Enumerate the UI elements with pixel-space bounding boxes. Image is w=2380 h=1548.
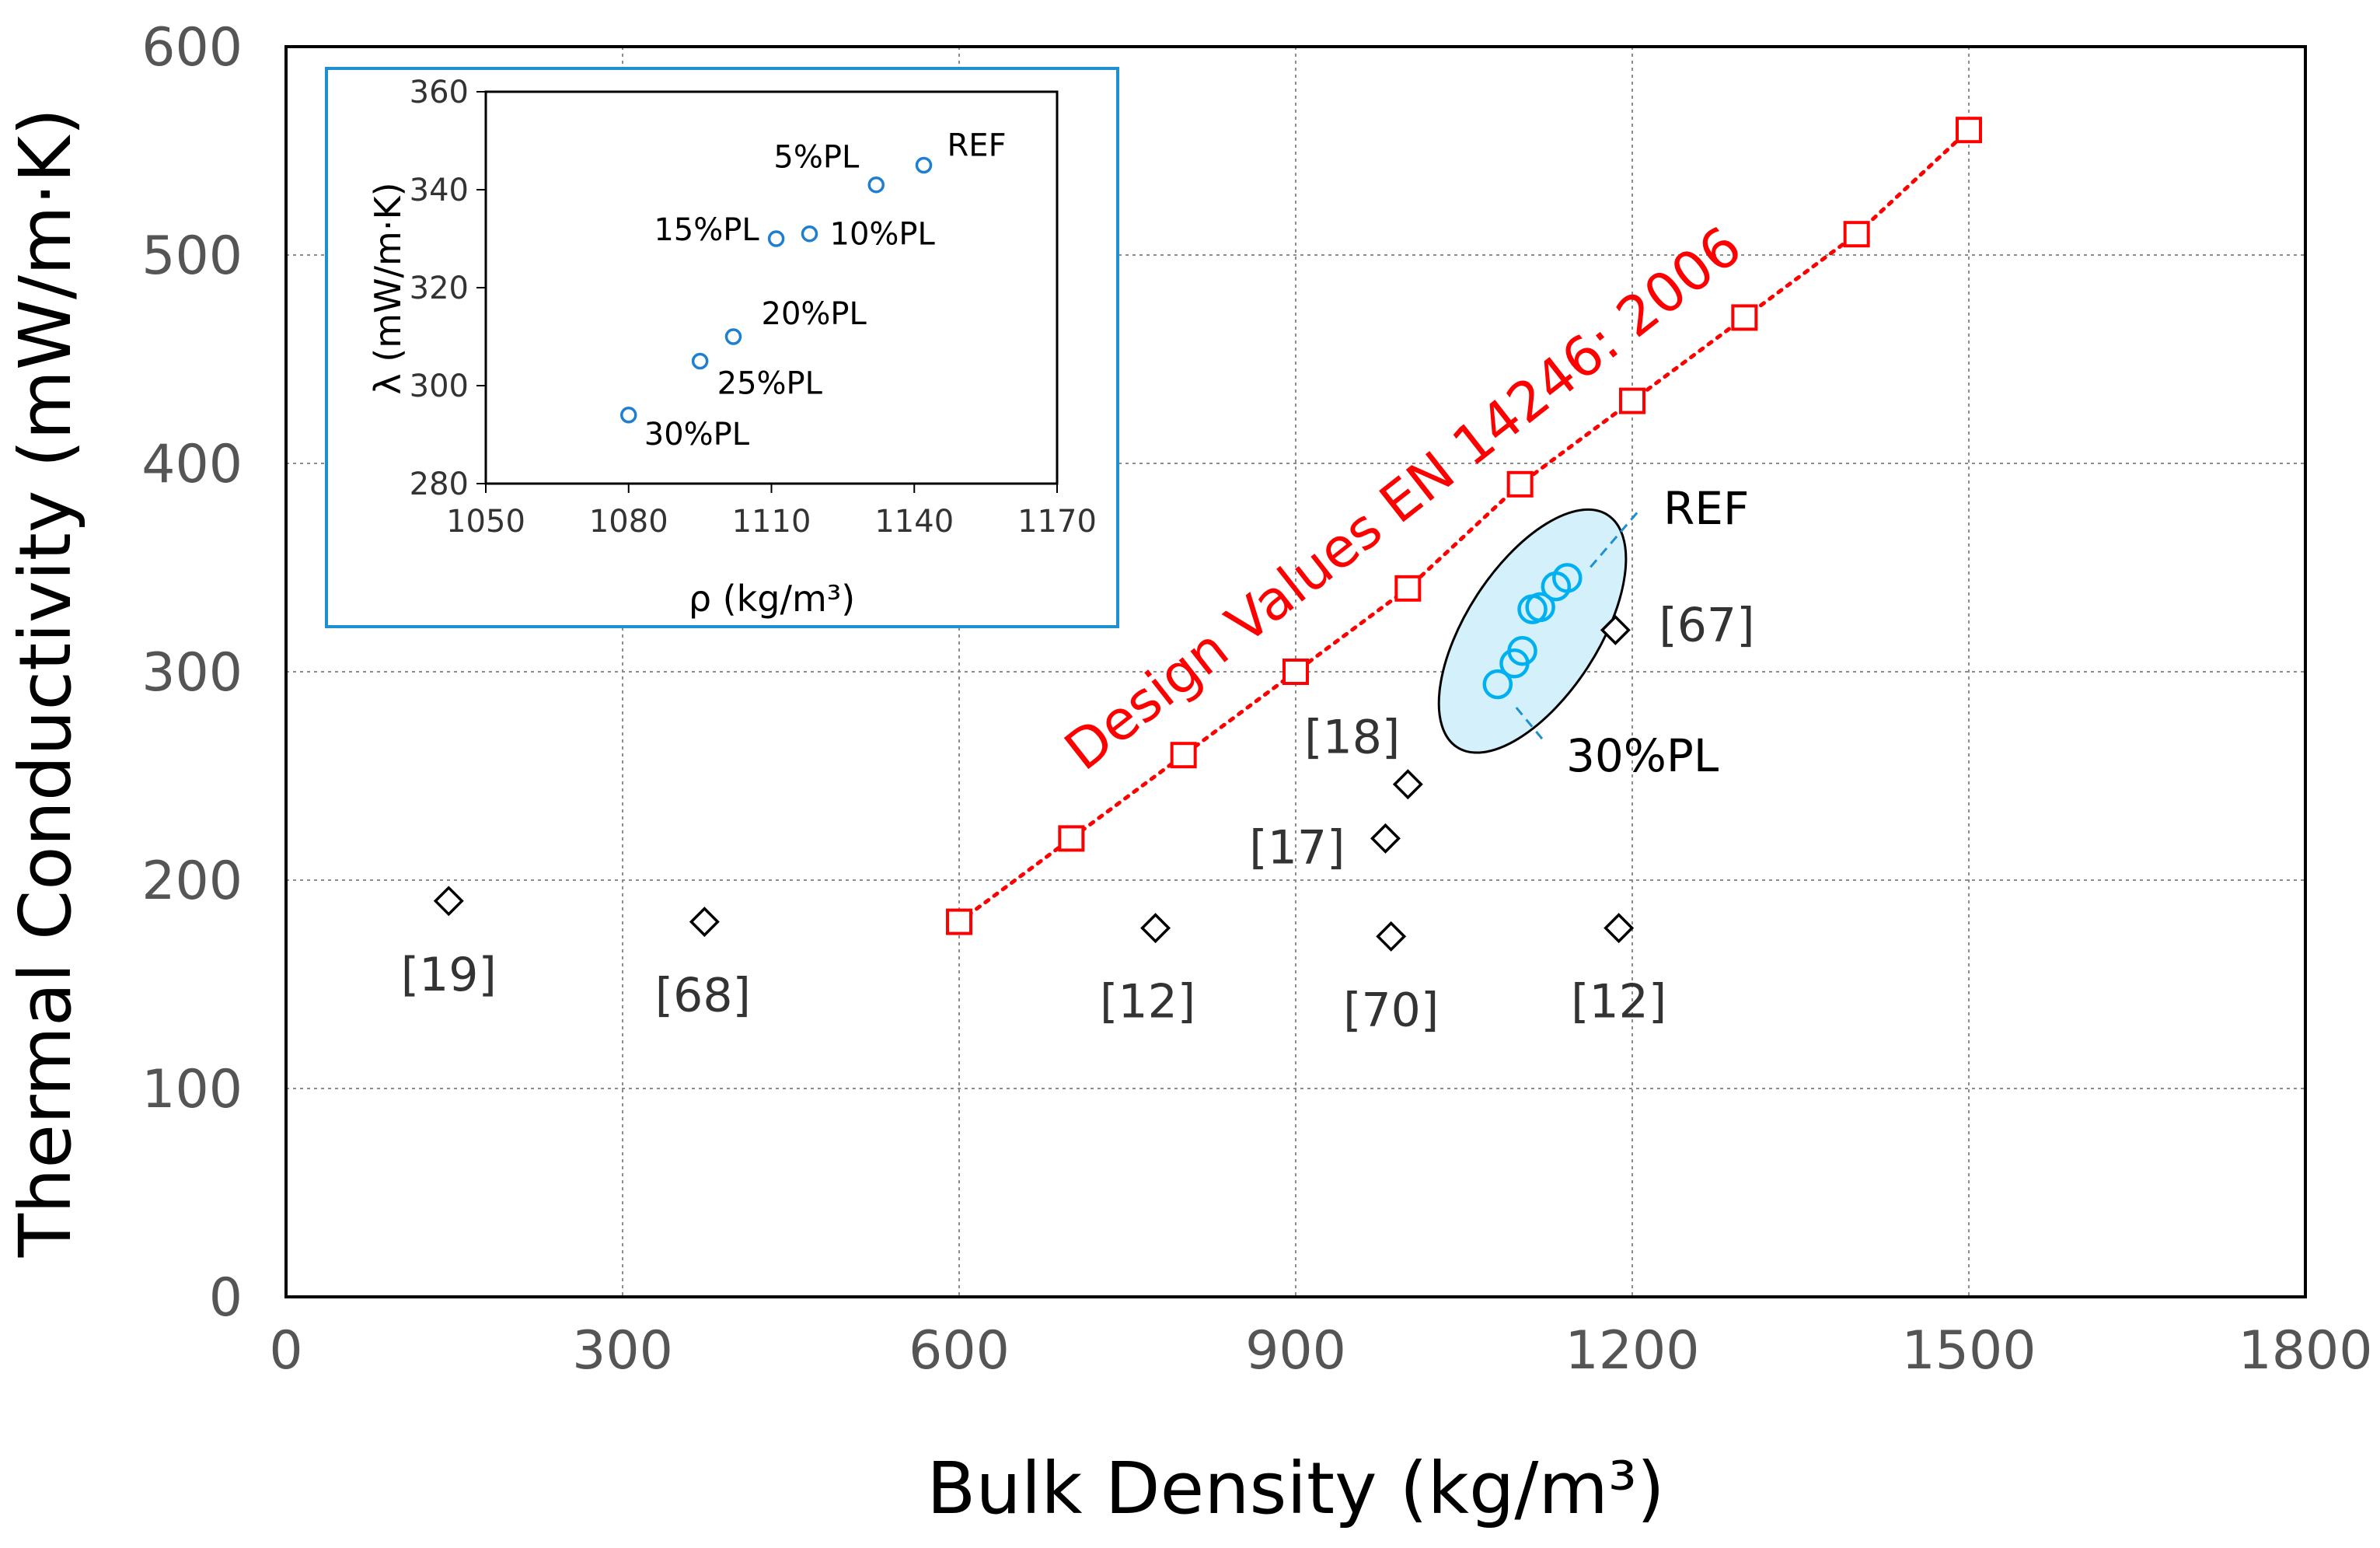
- inset-x-tick-label: 1110: [732, 504, 811, 540]
- main-x-tick-label: 300: [572, 1320, 673, 1382]
- main-y-tick-labels: 0 100 200 300 400 500 600: [141, 17, 243, 1329]
- inset-x-tick-label: 1050: [446, 504, 525, 540]
- main-y-axis-title: Thermal Conductivity (mW/m·K): [4, 108, 87, 1258]
- inset-y-tick-label: 280: [410, 466, 469, 502]
- this-study-point: [1507, 635, 1537, 666]
- inset-border: [325, 67, 1119, 628]
- inset-x-tick-labels: 1050 1080 1110 1140 1170: [446, 484, 1097, 540]
- design-value-point: [1506, 470, 1534, 498]
- literature-point: [1370, 823, 1401, 854]
- design-value-point: [1731, 304, 1758, 331]
- design-value-point: [1619, 387, 1645, 414]
- inset-point-label: 30%PL: [644, 417, 750, 453]
- literature-series: [19] [68] [12] [17] [18] [70] [67] [12]: [401, 598, 1755, 1037]
- main-x-tick-labels: 0 300 600 900 1200 1500 1800: [269, 1320, 2372, 1382]
- design-values-line: [957, 128, 1971, 924]
- this-study-series: [1482, 563, 1583, 700]
- inset-chart: 1050 1080 1110 1140 1170 280 300 320 340 360 ρ (…: [325, 67, 1119, 628]
- inset-x-tick-label: 1140: [874, 504, 954, 540]
- literature-point-label: [12]: [1571, 975, 1666, 1029]
- main-x-tick-label: 1200: [1565, 1320, 1699, 1382]
- inset-point: [724, 328, 742, 345]
- design-value-point: [1058, 825, 1085, 852]
- main-x-tick-label: 1500: [1901, 1320, 2036, 1382]
- inset-point-label: 25%PL: [717, 366, 823, 402]
- literature-point-label: [12]: [1100, 975, 1195, 1029]
- main-y-tick-label: 100: [141, 1059, 243, 1120]
- design-values-series: [946, 117, 1982, 935]
- inset-point-label: 20%PL: [762, 296, 867, 332]
- design-value-point: [1956, 117, 1982, 144]
- literature-point: [1376, 921, 1407, 952]
- inset-y-tick-label: 340: [410, 173, 469, 208]
- 30pl-callout-label: 30%PL: [1566, 729, 1719, 782]
- main-plot-frame: [284, 45, 2307, 1298]
- literature-point: [433, 886, 464, 917]
- this-study-point: [1482, 669, 1513, 700]
- inset-point: [801, 225, 818, 243]
- inset-y-tick-label: 320: [410, 271, 469, 306]
- inset-point: [767, 230, 785, 247]
- inset-point: [915, 156, 933, 174]
- inset-point-label: 15%PL: [654, 212, 759, 248]
- literature-point-label: [18]: [1304, 711, 1400, 765]
- literature-point: [1604, 913, 1635, 944]
- literature-point-label: [70]: [1343, 983, 1439, 1037]
- inset-y-tick-label: 300: [410, 369, 469, 404]
- inset-point-label: REF: [947, 128, 1007, 164]
- inset-x-tick-label: 1170: [1017, 504, 1097, 540]
- inset-y-tick-labels: 280 300 320 340 360: [410, 75, 486, 502]
- inset-point-label: 5%PL: [773, 140, 860, 176]
- inset-points: REF 5%PL 10%PL 15%PL 20%PL 25%PL 30%PL: [620, 128, 1007, 453]
- main-y-tick-label: 300: [141, 642, 243, 704]
- 30pl-leader-line: [1515, 707, 1547, 743]
- literature-point-label: [67]: [1659, 598, 1754, 652]
- inset-x-tick-label: 1080: [589, 504, 668, 540]
- literature-point: [689, 907, 720, 938]
- literature-point-label: [19]: [401, 948, 497, 1002]
- inset-point-label: 10%PL: [830, 217, 936, 253]
- main-y-tick-label: 200: [141, 851, 243, 912]
- literature-point: [1140, 913, 1171, 944]
- main-y-tick-label: 500: [141, 225, 243, 287]
- inset-y-axis-title: λ (mW/m·K): [367, 182, 409, 394]
- main-x-axis-title: Bulk Density (kg/m³): [927, 1447, 1664, 1530]
- inset-point: [691, 352, 709, 370]
- design-value-point: [1843, 221, 1870, 248]
- inset-point: [867, 176, 885, 194]
- main-x-tick-label: 900: [1245, 1320, 1346, 1382]
- main-y-tick-label: 600: [141, 17, 243, 79]
- this-study-point: [1525, 592, 1555, 623]
- main-x-tick-label: 0: [269, 1320, 302, 1382]
- literature-point-label: [17]: [1249, 820, 1345, 875]
- design-value-point: [1394, 575, 1422, 602]
- design-value-point: [1282, 659, 1309, 685]
- inset-x-axis-title: ρ (kg/m³): [689, 578, 855, 620]
- main-y-tick-label: 0: [209, 1267, 243, 1329]
- ref-callout-label: REF: [1663, 482, 1749, 535]
- this-study-point: [1552, 563, 1583, 593]
- inset-y-tick-label: 360: [410, 75, 469, 110]
- design-value-point: [946, 908, 972, 935]
- literature-point-label: [68]: [655, 969, 751, 1023]
- design-value-point: [1170, 742, 1197, 769]
- main-x-tick-label: 600: [909, 1320, 1010, 1382]
- ref-leader-line: [1590, 508, 1642, 568]
- main-y-tick-label: 400: [141, 434, 243, 495]
- main-x-tick-label: 1800: [2238, 1320, 2372, 1382]
- literature-point: [1600, 614, 1631, 645]
- literature-point: [1392, 769, 1423, 800]
- inset-point: [620, 407, 637, 424]
